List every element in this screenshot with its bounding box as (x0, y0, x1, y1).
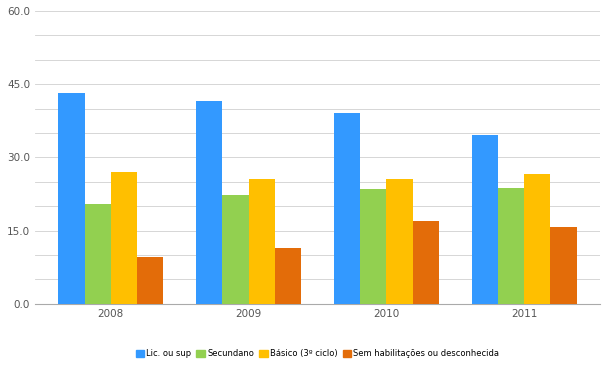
Bar (275, 248, 301, 304)
Legend: Lic. ou sup, Secundano, Básico (3º ciclo), Sem habilitações ou desconhecida: Lic. ou sup, Secundano, Básico (3º ciclo… (132, 346, 503, 362)
Bar (110, 172, 137, 304)
Bar (551, 227, 577, 304)
Bar (472, 135, 498, 304)
Bar (84, 204, 110, 304)
Bar (58, 93, 84, 304)
Bar (196, 101, 222, 304)
Bar (137, 258, 163, 304)
Bar (334, 114, 360, 304)
Bar (222, 195, 249, 304)
Bar (387, 179, 413, 304)
Bar (413, 221, 439, 304)
Bar (498, 187, 524, 304)
Bar (524, 175, 551, 304)
Bar (360, 189, 387, 304)
Bar (249, 179, 275, 304)
